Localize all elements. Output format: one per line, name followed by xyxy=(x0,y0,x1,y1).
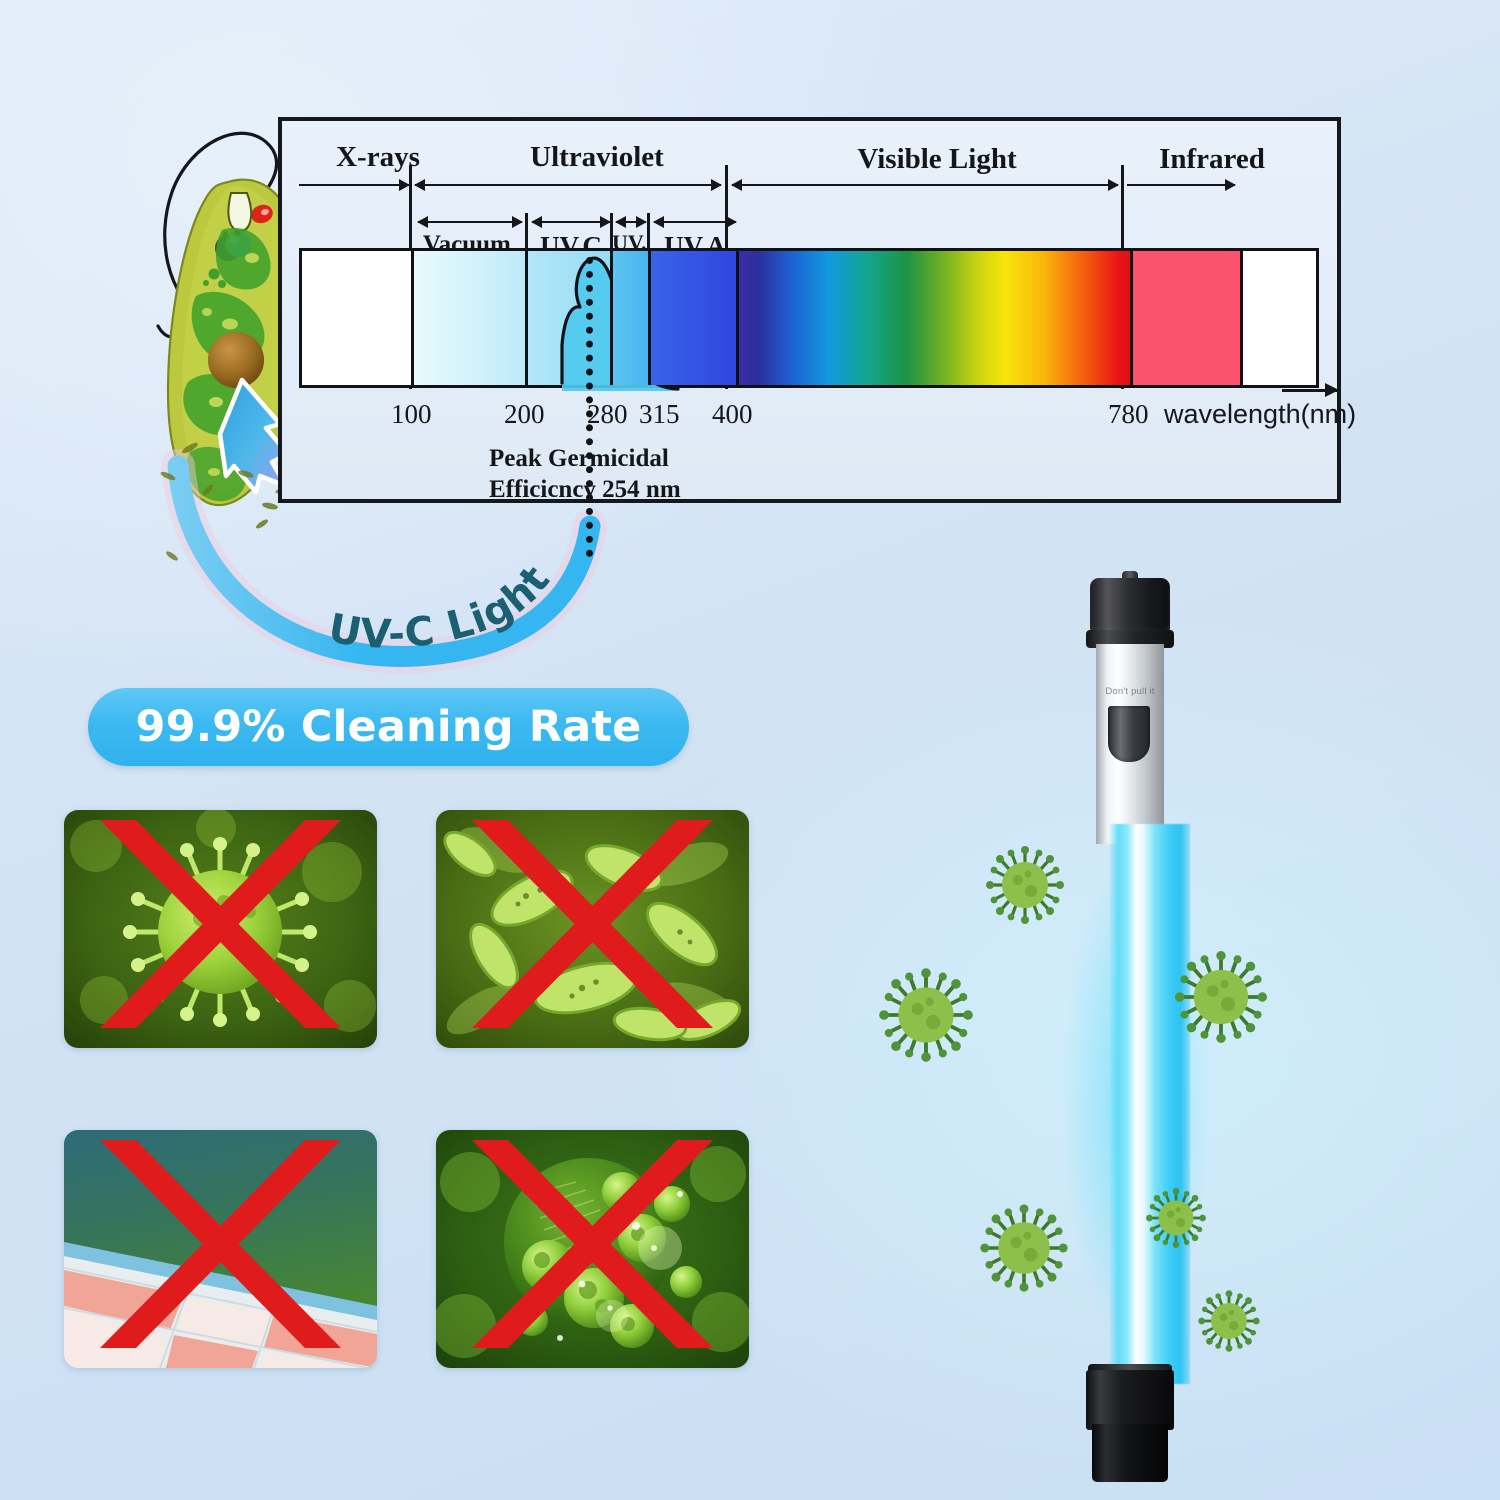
segment-visible-light xyxy=(736,251,1130,385)
red-x-mark xyxy=(100,820,341,1028)
band-label-xrays: X-rays xyxy=(336,141,420,173)
virus-particle xyxy=(986,846,1064,924)
euglena-microorganism-illustration xyxy=(110,62,340,532)
segment-infrared xyxy=(1130,251,1240,385)
electromagnetic-spectrum-chart: X-rays Ultraviolet Visible Light Infrare… xyxy=(278,117,1356,557)
virus-particle xyxy=(1146,1188,1206,1248)
lamp-cap-nub xyxy=(1122,571,1138,581)
virus-particle xyxy=(879,968,973,1062)
vacuum-uv-arrow xyxy=(417,216,523,228)
lamp-collar xyxy=(1086,630,1174,648)
peak-254nm-dotted-line xyxy=(586,257,593,557)
lamp-body-window xyxy=(1108,706,1150,762)
uva-arrow xyxy=(653,216,737,228)
cleaning-rate-badge: 99.9% Cleaning Rate xyxy=(88,688,689,766)
axis-tick-400: 400 xyxy=(712,399,753,429)
axis-tick-315: 315 xyxy=(639,399,680,429)
green-pool-tile xyxy=(64,1130,377,1368)
segment-beyond-infrared xyxy=(1240,251,1316,385)
lamp-base-cap xyxy=(1086,1370,1174,1430)
tick-uvc-start xyxy=(525,213,528,249)
segment-xrays xyxy=(302,251,411,385)
lamp-body-warning-text: Don't pull it xyxy=(1105,686,1155,697)
band-label-infrared: Infrared xyxy=(1159,143,1265,175)
segment-uvc xyxy=(525,251,680,557)
tick-visible-start xyxy=(725,165,728,249)
uvb-arrow xyxy=(615,216,647,228)
tick-uv-start xyxy=(409,165,412,249)
axis-tick-780: 780 xyxy=(1108,399,1149,429)
band-label-ultraviolet: Ultraviolet xyxy=(530,141,664,173)
xray-range-arrow xyxy=(299,179,410,191)
peak-caption-line1: Peak Germicidal xyxy=(489,445,669,472)
virus-particle xyxy=(980,1204,1068,1292)
virus-tile xyxy=(64,810,377,1048)
band-label-visible: Visible Light xyxy=(857,143,1017,175)
axis-title-wavelength: wavelength(nm) xyxy=(1164,399,1357,429)
bacteria-tile xyxy=(436,810,749,1048)
red-x-mark xyxy=(100,1140,341,1348)
segment-uvb xyxy=(610,251,648,385)
uvc-light-arc: UV-C Light xyxy=(150,430,710,730)
infrared-range-arrow xyxy=(1127,179,1236,191)
spectrum-color-bar xyxy=(299,248,1319,557)
lamp-uv-tube xyxy=(1110,824,1190,1384)
uvc-arrow xyxy=(531,216,611,228)
axis-tick-100: 100 xyxy=(391,399,432,429)
wavelength-axis-arrow xyxy=(1282,383,1339,397)
virus-particle xyxy=(1198,1290,1260,1352)
visible-range-arrow xyxy=(731,179,1119,191)
red-x-mark xyxy=(472,820,713,1028)
lamp-glow-region xyxy=(1046,802,1234,1402)
tick-infrared-start xyxy=(1121,165,1124,249)
segment-uva xyxy=(648,251,736,385)
algae-tile xyxy=(436,1130,749,1368)
uv-range-arrow xyxy=(414,179,722,191)
segment-vacuum-uv xyxy=(411,251,525,385)
tick-uvb-start xyxy=(610,213,613,249)
virus-particle xyxy=(1174,950,1268,1044)
peak-germicidal-caption: Peak Germicidal Efficicncy 254 nm xyxy=(489,443,681,506)
peak-caption-line2: Efficicncy 254 nm xyxy=(489,476,681,504)
red-x-mark xyxy=(472,1140,713,1348)
lamp-top-cap xyxy=(1090,578,1170,634)
cleaning-rate-label: 99.9% Cleaning Rate xyxy=(135,702,642,752)
axis-tick-280: 280 xyxy=(587,399,628,429)
axis-tick-200: 200 xyxy=(504,399,545,429)
lamp-base-lower xyxy=(1092,1424,1168,1482)
tick-uva-start xyxy=(647,213,650,249)
